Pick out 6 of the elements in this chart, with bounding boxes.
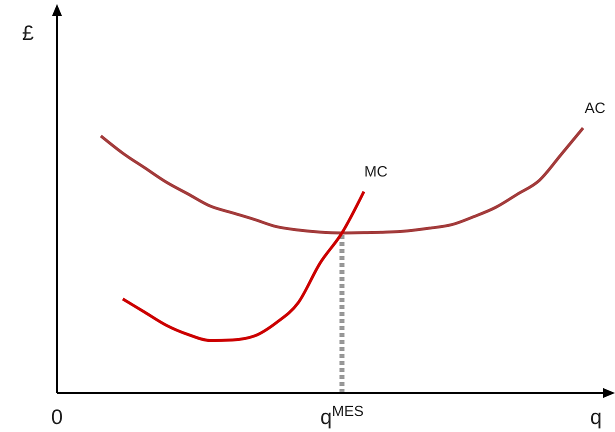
x-axis-title: q	[590, 406, 602, 429]
x-tick-label: q$^{MES}$	[320, 404, 364, 429]
series-label: AC	[584, 100, 606, 117]
y-axis-title: £	[22, 22, 34, 45]
x-tick-label: 0	[51, 406, 63, 429]
series-label: MC	[364, 164, 388, 181]
